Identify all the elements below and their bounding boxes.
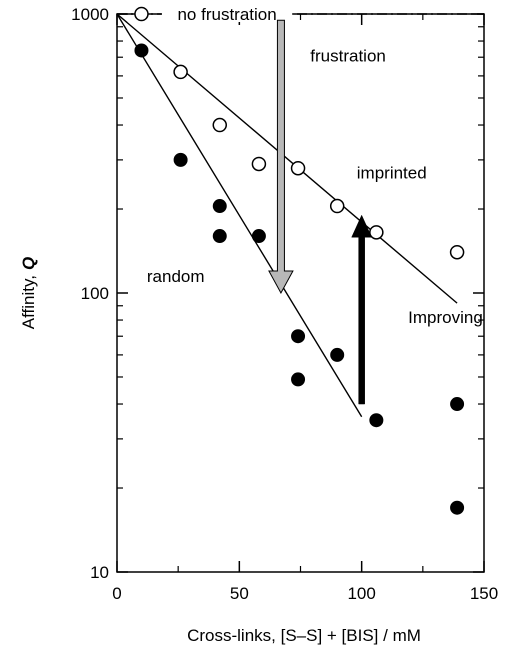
random-label: random (147, 267, 205, 286)
x-tick-label: 50 (230, 584, 249, 603)
fit-lines (116, 13, 458, 418)
reference-lines (117, 6, 484, 22)
imprinted-point (290, 160, 306, 176)
imprinted-point (212, 117, 228, 133)
y-tick-label: 10 (90, 563, 109, 582)
random-point (330, 347, 345, 362)
y-tick-label: 100 (81, 284, 109, 303)
improving-arrow (351, 214, 373, 405)
imprinted-point (369, 225, 384, 240)
random-point (450, 500, 465, 515)
random-point (134, 43, 149, 58)
x-tick-label: 0 (112, 584, 121, 603)
improving-label: Improving (408, 308, 483, 327)
frustration-arrow (268, 19, 294, 295)
random-point (450, 397, 465, 412)
data-points (134, 6, 465, 515)
y-tick-label: 1000 (71, 5, 109, 24)
random-point (251, 229, 266, 244)
imprinted-label: imprinted (357, 164, 427, 183)
y-axis-title-text: Affinity, (19, 275, 38, 329)
axis-ticks (116, 13, 485, 573)
x-tick-label: 100 (347, 584, 375, 603)
frustration-label: frustration (310, 46, 386, 65)
y-axis-title-symbol: Q (19, 257, 38, 270)
imprinted-point (449, 244, 465, 260)
random-point (173, 152, 188, 167)
random-point (369, 413, 384, 428)
imprinted-point (134, 6, 149, 22)
annotation-arrows (268, 19, 373, 405)
random-point (291, 372, 306, 387)
y-axis-title: Affinity, Q (19, 257, 38, 329)
imprinted-point (329, 198, 345, 214)
random-point (212, 199, 227, 214)
imprinted-point (251, 156, 267, 172)
x-tick-label: 150 (470, 584, 498, 603)
plot-frame (116, 13, 485, 573)
annotations: no frustration frustration imprinted random… (147, 5, 483, 327)
random-fit-line (116, 13, 363, 418)
random-point (291, 329, 306, 344)
imprinted-point (173, 64, 188, 80)
random-point (212, 229, 227, 244)
no-frustration-label: no frustration (177, 5, 276, 24)
no-frustration-label-bg (161, 6, 293, 22)
tick-labels: 10 100 1000 0 50 100 150 (71, 5, 498, 603)
imprinted-fit-line (116, 13, 458, 304)
x-axis-title: Cross-links, [S–S] + [BIS] / mM (187, 626, 421, 645)
